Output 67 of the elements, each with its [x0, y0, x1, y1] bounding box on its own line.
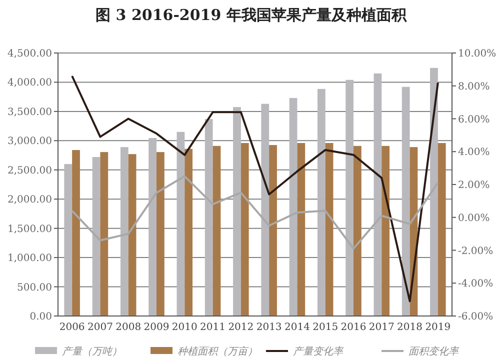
bar: [156, 152, 164, 316]
x-tick-label: 2012: [228, 322, 254, 333]
x-tick-label: 2013: [256, 322, 282, 333]
bar: [100, 152, 108, 316]
bar: [120, 147, 128, 316]
y2-tick-label: 10.00%: [458, 48, 496, 60]
bar: [297, 143, 306, 316]
line-series: [71, 75, 439, 302]
y2-tick-label: -6.00%: [458, 312, 494, 322]
x-tick-label: 2019: [425, 322, 451, 333]
x-tick-label: 2009: [144, 322, 170, 333]
y-tick-label: 4,500.00: [7, 48, 52, 60]
bar: [212, 146, 221, 316]
bar: [269, 145, 277, 316]
bar: [184, 148, 193, 316]
bar: [92, 157, 100, 316]
bar: [325, 143, 334, 316]
bar: [346, 80, 354, 316]
bar: [148, 138, 156, 316]
bar: [64, 164, 72, 316]
y2-tick-label: 6.00%: [458, 114, 490, 126]
x-tick-label: 2011: [200, 322, 226, 333]
legend-label: 种植面积（万亩）: [178, 346, 258, 358]
y-tick-label: 2,000.00: [7, 194, 52, 206]
y-tick-label: 3,500.00: [7, 106, 52, 118]
bar: [128, 154, 136, 316]
bar: [374, 73, 382, 316]
x-tick-label: 2015: [312, 322, 338, 333]
bar: [402, 86, 410, 316]
bar: [430, 68, 438, 316]
y2-tick-label: 8.00%: [458, 81, 490, 92]
y2-tick-label: 2.00%: [458, 180, 490, 191]
y2-tick-label: 4.00%: [458, 147, 490, 158]
x-tick-label: 2006: [59, 322, 85, 333]
line-series: [71, 175, 439, 250]
y-tick-label: 1,000.00: [7, 253, 52, 264]
x-tick-label: 2016: [340, 322, 366, 333]
x-tick-label: 2008: [116, 322, 142, 333]
bar: [176, 132, 185, 316]
bar: [204, 119, 213, 316]
bar: [72, 150, 80, 316]
bar: [317, 88, 326, 316]
x-tick-label: 2010: [172, 322, 198, 333]
legend-label: 面积变化率: [408, 346, 460, 358]
y-tick-label: 2,500.00: [7, 165, 52, 176]
x-tick-label: 2007: [87, 322, 113, 333]
bar: [354, 146, 362, 316]
bar: [261, 104, 270, 316]
y-tick-label: 3,000.00: [7, 136, 52, 148]
bar: [240, 143, 249, 316]
y2-tick-label: -2.00%: [458, 246, 494, 257]
bar: [289, 98, 298, 316]
y-tick-label: 4,000.00: [7, 78, 52, 89]
chart-title: 图 3 2016-2019 年我国苹果产量及种植面积: [96, 6, 408, 24]
y2-tick-label: 0.00%: [458, 212, 490, 224]
bar: [382, 146, 390, 316]
bar: [438, 143, 446, 316]
x-tick-label: 2017: [368, 322, 394, 333]
bar: [233, 107, 241, 316]
x-tick-label: 2018: [397, 322, 423, 333]
legend-label: 产量（万吨）: [62, 346, 122, 358]
y-tick-label: 500.00: [17, 282, 52, 294]
y-tick-label: 1,500.00: [7, 224, 52, 235]
legend-label: 产量变化率: [293, 346, 344, 358]
y2-tick-label: -4.00%: [458, 278, 494, 290]
y-tick-label: 0.00: [30, 312, 52, 322]
x-tick-label: 2014: [284, 322, 310, 333]
